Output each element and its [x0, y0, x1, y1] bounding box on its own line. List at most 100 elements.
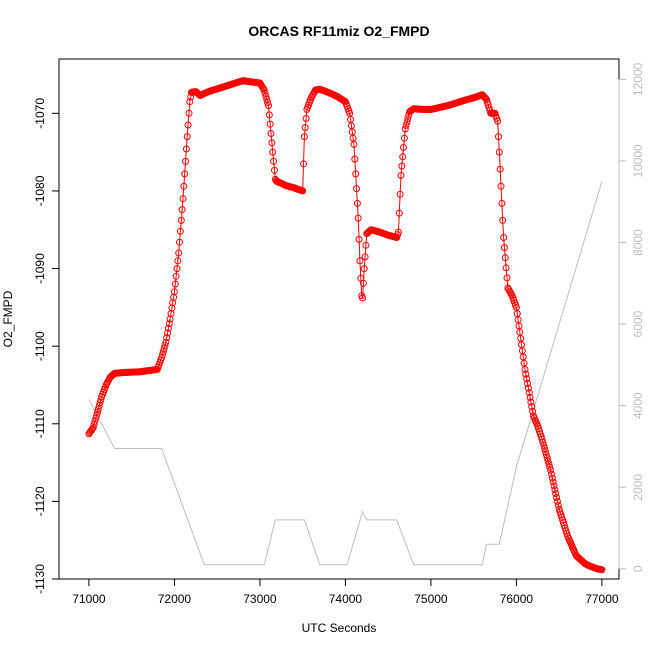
y-axis: -1130 -1120 -1110 -1100 -1090 -1080 -1070 — [33, 98, 60, 594]
data-point — [88, 425, 96, 433]
primary-series — [85, 77, 606, 574]
x-tick-label: 71000 — [72, 592, 106, 606]
y-tick-label: -1120 — [33, 486, 47, 516]
data-point — [182, 157, 189, 165]
data-point — [265, 111, 273, 119]
data-point — [497, 182, 505, 190]
plot-frame — [58, 58, 620, 580]
data-point — [399, 153, 407, 161]
data-point — [263, 95, 271, 103]
y2-tick-label: 10000 — [631, 144, 645, 178]
chart-title: ORCAS RF11miz O2_FMPD — [248, 23, 429, 39]
data-point — [539, 438, 547, 446]
data-point — [550, 482, 558, 490]
data-point — [500, 234, 508, 241]
y2-tick-label: 2000 — [631, 474, 645, 501]
data-point — [528, 403, 536, 411]
data-point — [402, 121, 410, 129]
data-point — [186, 98, 194, 106]
data-point — [395, 209, 403, 217]
data-point — [268, 139, 276, 147]
data-point — [264, 99, 272, 106]
y-tick-label: -1110 — [33, 409, 47, 438]
data-point — [361, 253, 369, 261]
data-point — [165, 320, 173, 328]
data-point — [524, 379, 531, 387]
data-point — [159, 348, 167, 356]
data-point — [544, 457, 552, 465]
data-point — [174, 257, 182, 265]
data-point — [180, 182, 188, 190]
data-point — [160, 345, 168, 352]
data-point — [93, 411, 101, 419]
data-point — [96, 399, 104, 407]
data-point — [173, 265, 181, 273]
data-point — [552, 490, 560, 498]
data-point — [300, 133, 308, 141]
data-point — [541, 445, 549, 453]
data-point — [503, 274, 511, 282]
y-tick-label: -1070 — [33, 98, 47, 129]
data-point — [525, 389, 533, 397]
y2-tick-label: 8000 — [631, 229, 645, 256]
data-point — [175, 249, 183, 257]
data-point — [158, 354, 166, 362]
y-tick-label: -1100 — [33, 331, 47, 361]
data-point — [549, 478, 557, 486]
data-point — [352, 170, 360, 178]
data-point — [538, 435, 546, 443]
data-point — [499, 216, 507, 224]
x-tick-label: 72000 — [158, 592, 192, 606]
data-point — [394, 228, 402, 236]
data-point — [542, 448, 549, 456]
data-point — [404, 115, 412, 123]
x-tick-label: 76000 — [500, 592, 534, 606]
data-point — [181, 170, 189, 178]
data-point — [526, 393, 534, 401]
y2-tick-label: 6000 — [631, 310, 645, 337]
data-point — [362, 241, 370, 249]
data-point — [551, 486, 559, 494]
data-point — [523, 375, 531, 383]
secondary-line — [88, 181, 603, 566]
x-axis: 71000 72000 73000 74000 75000 76000 77000 — [72, 578, 619, 606]
series-line — [88, 80, 603, 571]
data-point — [494, 117, 502, 125]
data-point — [177, 216, 185, 224]
data-point — [495, 148, 503, 156]
data-point — [182, 145, 190, 153]
data-point — [548, 474, 556, 482]
data-point — [302, 115, 310, 122]
y2-tick-label: 0 — [631, 565, 645, 572]
data-point — [554, 501, 562, 509]
data-point — [553, 497, 561, 505]
data-point — [553, 494, 561, 501]
data-point — [403, 118, 411, 126]
data-point — [400, 134, 408, 142]
data-point — [354, 214, 362, 222]
data-point — [398, 162, 406, 170]
data-point — [547, 466, 555, 474]
data-point — [90, 421, 98, 429]
data-point — [482, 94, 490, 102]
data-point — [527, 398, 535, 406]
data-point — [356, 257, 364, 265]
data-point — [300, 160, 307, 168]
data-point — [161, 341, 169, 349]
data-point — [89, 424, 97, 432]
data-point — [498, 199, 506, 207]
data-point — [176, 227, 184, 235]
data-point — [176, 238, 183, 246]
data-point — [91, 417, 99, 425]
data-point — [397, 171, 405, 179]
data-point — [269, 148, 277, 156]
data-point — [301, 124, 309, 132]
x-tick-label: 75000 — [414, 592, 448, 606]
data-point — [401, 125, 409, 133]
data-point — [299, 187, 307, 195]
data-point — [185, 109, 193, 117]
secondary-series — [88, 181, 603, 566]
data-point — [400, 144, 407, 151]
data-point — [351, 155, 359, 163]
data-point — [359, 294, 366, 302]
